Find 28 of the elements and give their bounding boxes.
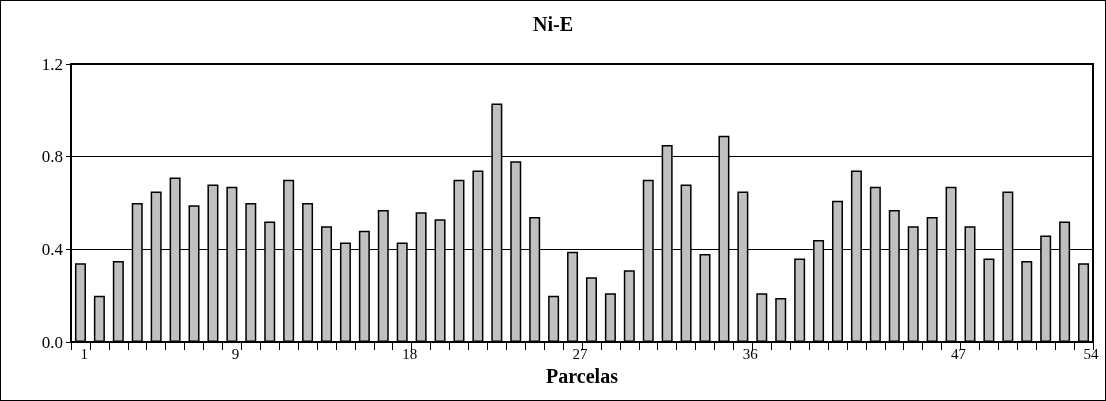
bar: [1078, 263, 1090, 342]
bar: [74, 263, 86, 342]
bar: [794, 258, 806, 342]
bar: [112, 260, 124, 342]
bar: [1021, 260, 1033, 342]
bar: [623, 270, 635, 342]
bar: [699, 253, 711, 342]
y-tick-label: 0.0: [41, 332, 63, 352]
y-tick-label: 0.8: [41, 147, 63, 167]
y-tick-label: 0.4: [41, 239, 64, 259]
x-axis-title: Parcelas: [546, 364, 619, 387]
bar: [567, 251, 579, 342]
y-tick-label: 1.2: [41, 54, 63, 74]
x-tick-label: 9: [231, 345, 240, 362]
x-tick-label: 36: [742, 345, 759, 362]
bar: [756, 293, 768, 342]
bar: [983, 258, 995, 342]
bar: [548, 295, 560, 342]
x-tick-label: 47: [951, 345, 967, 362]
bar: [585, 277, 597, 342]
bar: [93, 295, 105, 342]
x-tick-label: 18: [402, 345, 418, 362]
bar: [604, 293, 616, 342]
x-tick-label: 27: [572, 345, 589, 362]
x-tick-label: 1: [80, 345, 88, 362]
x-tick-label: 54: [1083, 345, 1100, 362]
chart-title: Ni-E: [533, 13, 573, 35]
bar: [775, 297, 787, 342]
